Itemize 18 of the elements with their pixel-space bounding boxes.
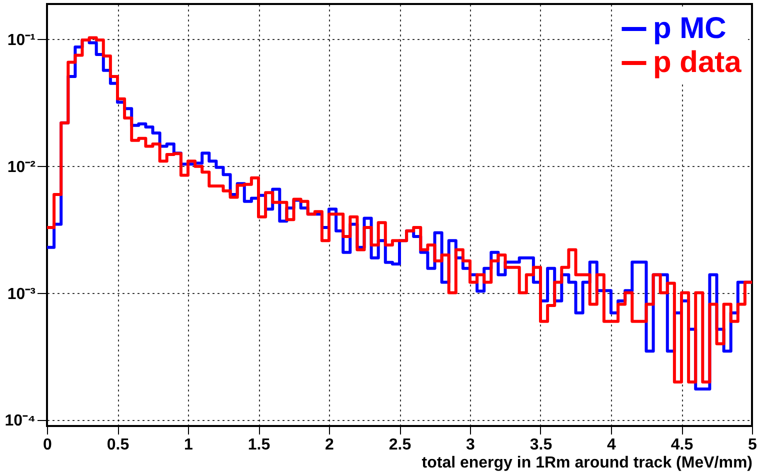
x-tick-label: 0.5 xyxy=(106,436,130,454)
x-tick-label: 1.5 xyxy=(248,436,270,454)
x-tick-label: 2.5 xyxy=(388,436,412,454)
x-axis-title: total energy in 1Rm around track (MeV/mm) xyxy=(422,454,752,472)
x-tick-label: 3.5 xyxy=(530,436,552,454)
legend-label: p data xyxy=(653,46,742,79)
x-tick-label: 4 xyxy=(607,436,616,454)
x-tick-label: 1 xyxy=(184,436,194,454)
y-tick-label: 10⁻¹ xyxy=(7,32,36,49)
y-tick-label: 10⁻⁴ xyxy=(4,412,36,430)
x-tick-label: 2 xyxy=(325,436,334,454)
legend-label: p MC xyxy=(653,12,726,45)
x-tick-label: 0 xyxy=(43,436,52,454)
y-tick-label: 10⁻³ xyxy=(7,286,36,303)
x-tick-label: 5 xyxy=(748,436,758,454)
y-tick-label: 10⁻² xyxy=(7,158,36,176)
x-tick-label: 3 xyxy=(466,436,476,454)
x-tick-label: 4.5 xyxy=(670,436,694,454)
